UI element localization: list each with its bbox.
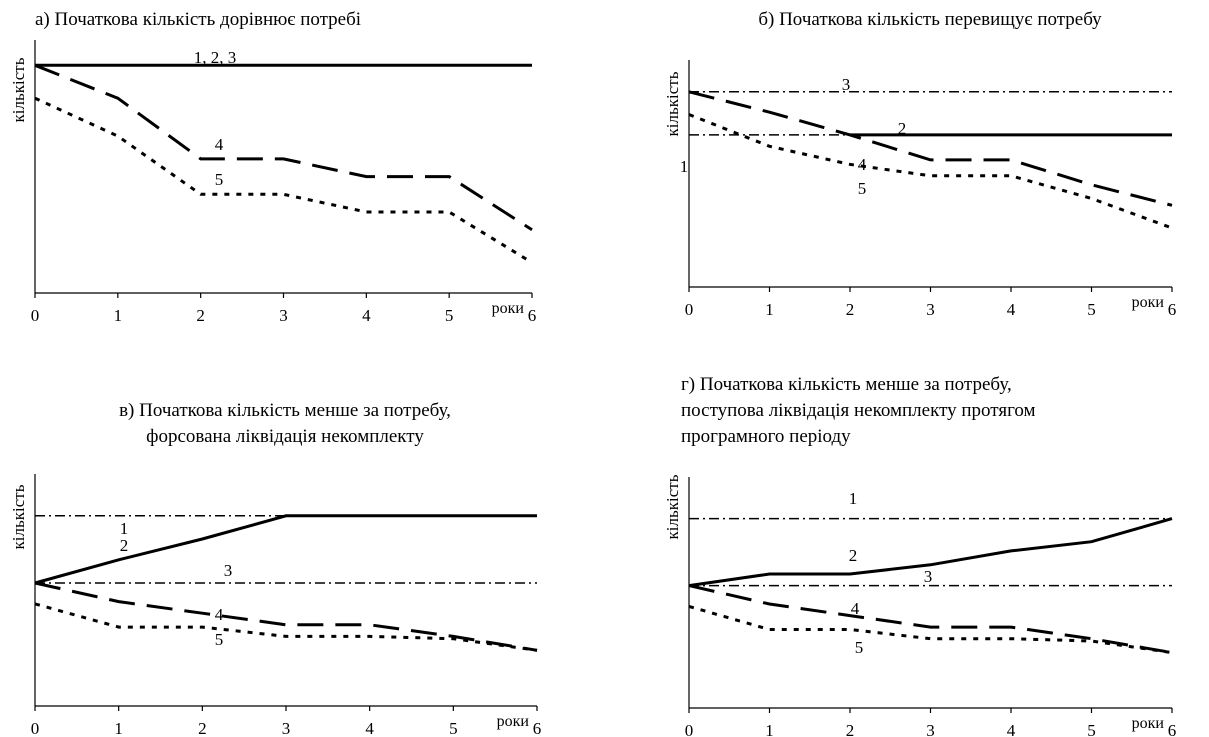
series-label: 4 [215,135,224,154]
y-axis-label: кількість [663,474,682,539]
series-label: 1 [120,519,129,538]
series-line-5 [688,604,1173,655]
series-label: 4 [858,155,867,174]
x-tick-label: 5 [445,306,454,325]
series-label: 2 [898,119,907,138]
x-tick-label: 3 [926,721,935,737]
x-tick-label: 1 [765,300,774,319]
series-line-4 [34,581,538,652]
x-axis-label: роки [497,713,530,730]
x-tick-label: 5 [1087,721,1096,737]
x-tick-label: 0 [685,721,694,737]
chart-panel-4: г) Початкова кількість менше за потребу,… [663,374,1176,737]
series-label: 3 [924,567,933,586]
chart-title-line: в) Початкова кількість менше за потребу, [119,400,451,421]
series-label: 5 [215,170,224,189]
chart-title-line: г) Початкова кількість менше за потребу, [681,374,1012,395]
series-line-2 [34,514,537,585]
series-label: 4 [851,599,860,618]
series-label: 3 [842,75,851,94]
x-tick-label: 4 [1007,300,1016,319]
y-axis-label: кількість [9,484,28,549]
x-tick-label: 0 [685,300,694,319]
series-line-5 [34,602,538,652]
x-axis-label: роки [1132,715,1165,732]
x-tick-label: 0 [31,306,40,325]
chart-panel-2: б) Початкова кількість перевищує потребу… [663,9,1176,319]
x-tick-label: 4 [362,306,371,325]
series-label: 1, 2, 3 [194,48,237,67]
x-tick-label: 2 [196,306,205,325]
series-label: 5 [858,179,867,198]
x-tick-label: 4 [1007,721,1016,737]
x-tick-label: 3 [282,719,291,737]
x-tick-label: 0 [31,719,40,737]
series-label: 2 [849,546,858,565]
series-label: 3 [224,561,233,580]
series-line-4 [688,90,1173,207]
x-tick-label: 3 [279,306,288,325]
x-tick-label: 1 [114,306,123,325]
x-tick-label: 6 [1168,300,1177,319]
chart-panel-3: в) Початкова кількість менше за потребу,… [9,400,541,737]
x-axis-label: роки [492,300,525,317]
series-label: 1 [849,489,858,508]
x-tick-label: 2 [198,719,207,737]
chart-panel-1: а) Початкова кількість дорівнює потребі 0… [9,9,536,325]
series-label: 5 [215,630,224,649]
x-tick-label: 2 [846,721,855,737]
series-line-5 [34,96,533,264]
chart-title-line: форсована ліквідація некомплекту [146,426,424,447]
x-tick-label: 5 [449,719,458,737]
series-label: 5 [855,638,864,657]
x-tick-label: 1 [765,721,774,737]
x-tick-label: 5 [1087,300,1096,319]
x-tick-label: 6 [528,306,537,325]
x-tick-label: 6 [533,719,542,737]
chart-title-line: програмного періоду [681,426,851,447]
x-tick-label: 2 [846,300,855,319]
y-axis-label: кількість [9,57,28,122]
x-axis-label: роки [1132,294,1165,311]
chart-title-line: а) Початкова кількість дорівнює потребі [35,9,361,30]
x-tick-label: 4 [365,719,374,737]
y-axis-label: кількість [663,71,682,136]
series-label: 4 [215,605,224,624]
chart-title-line: поступова ліквідація некомплекту протяго… [681,400,1036,421]
x-tick-label: 6 [1168,721,1177,737]
series-label: 2 [120,536,129,555]
series-line-2 [688,517,1173,588]
chart-title-line: б) Початкова кількість перевищує потребу [758,9,1102,30]
series-line-4 [34,63,533,232]
x-tick-label: 1 [114,719,123,737]
series-line-5 [688,113,1173,230]
series-line-4 [688,584,1173,655]
x-tick-label: 3 [926,300,935,319]
series-label: 1 [680,157,689,176]
